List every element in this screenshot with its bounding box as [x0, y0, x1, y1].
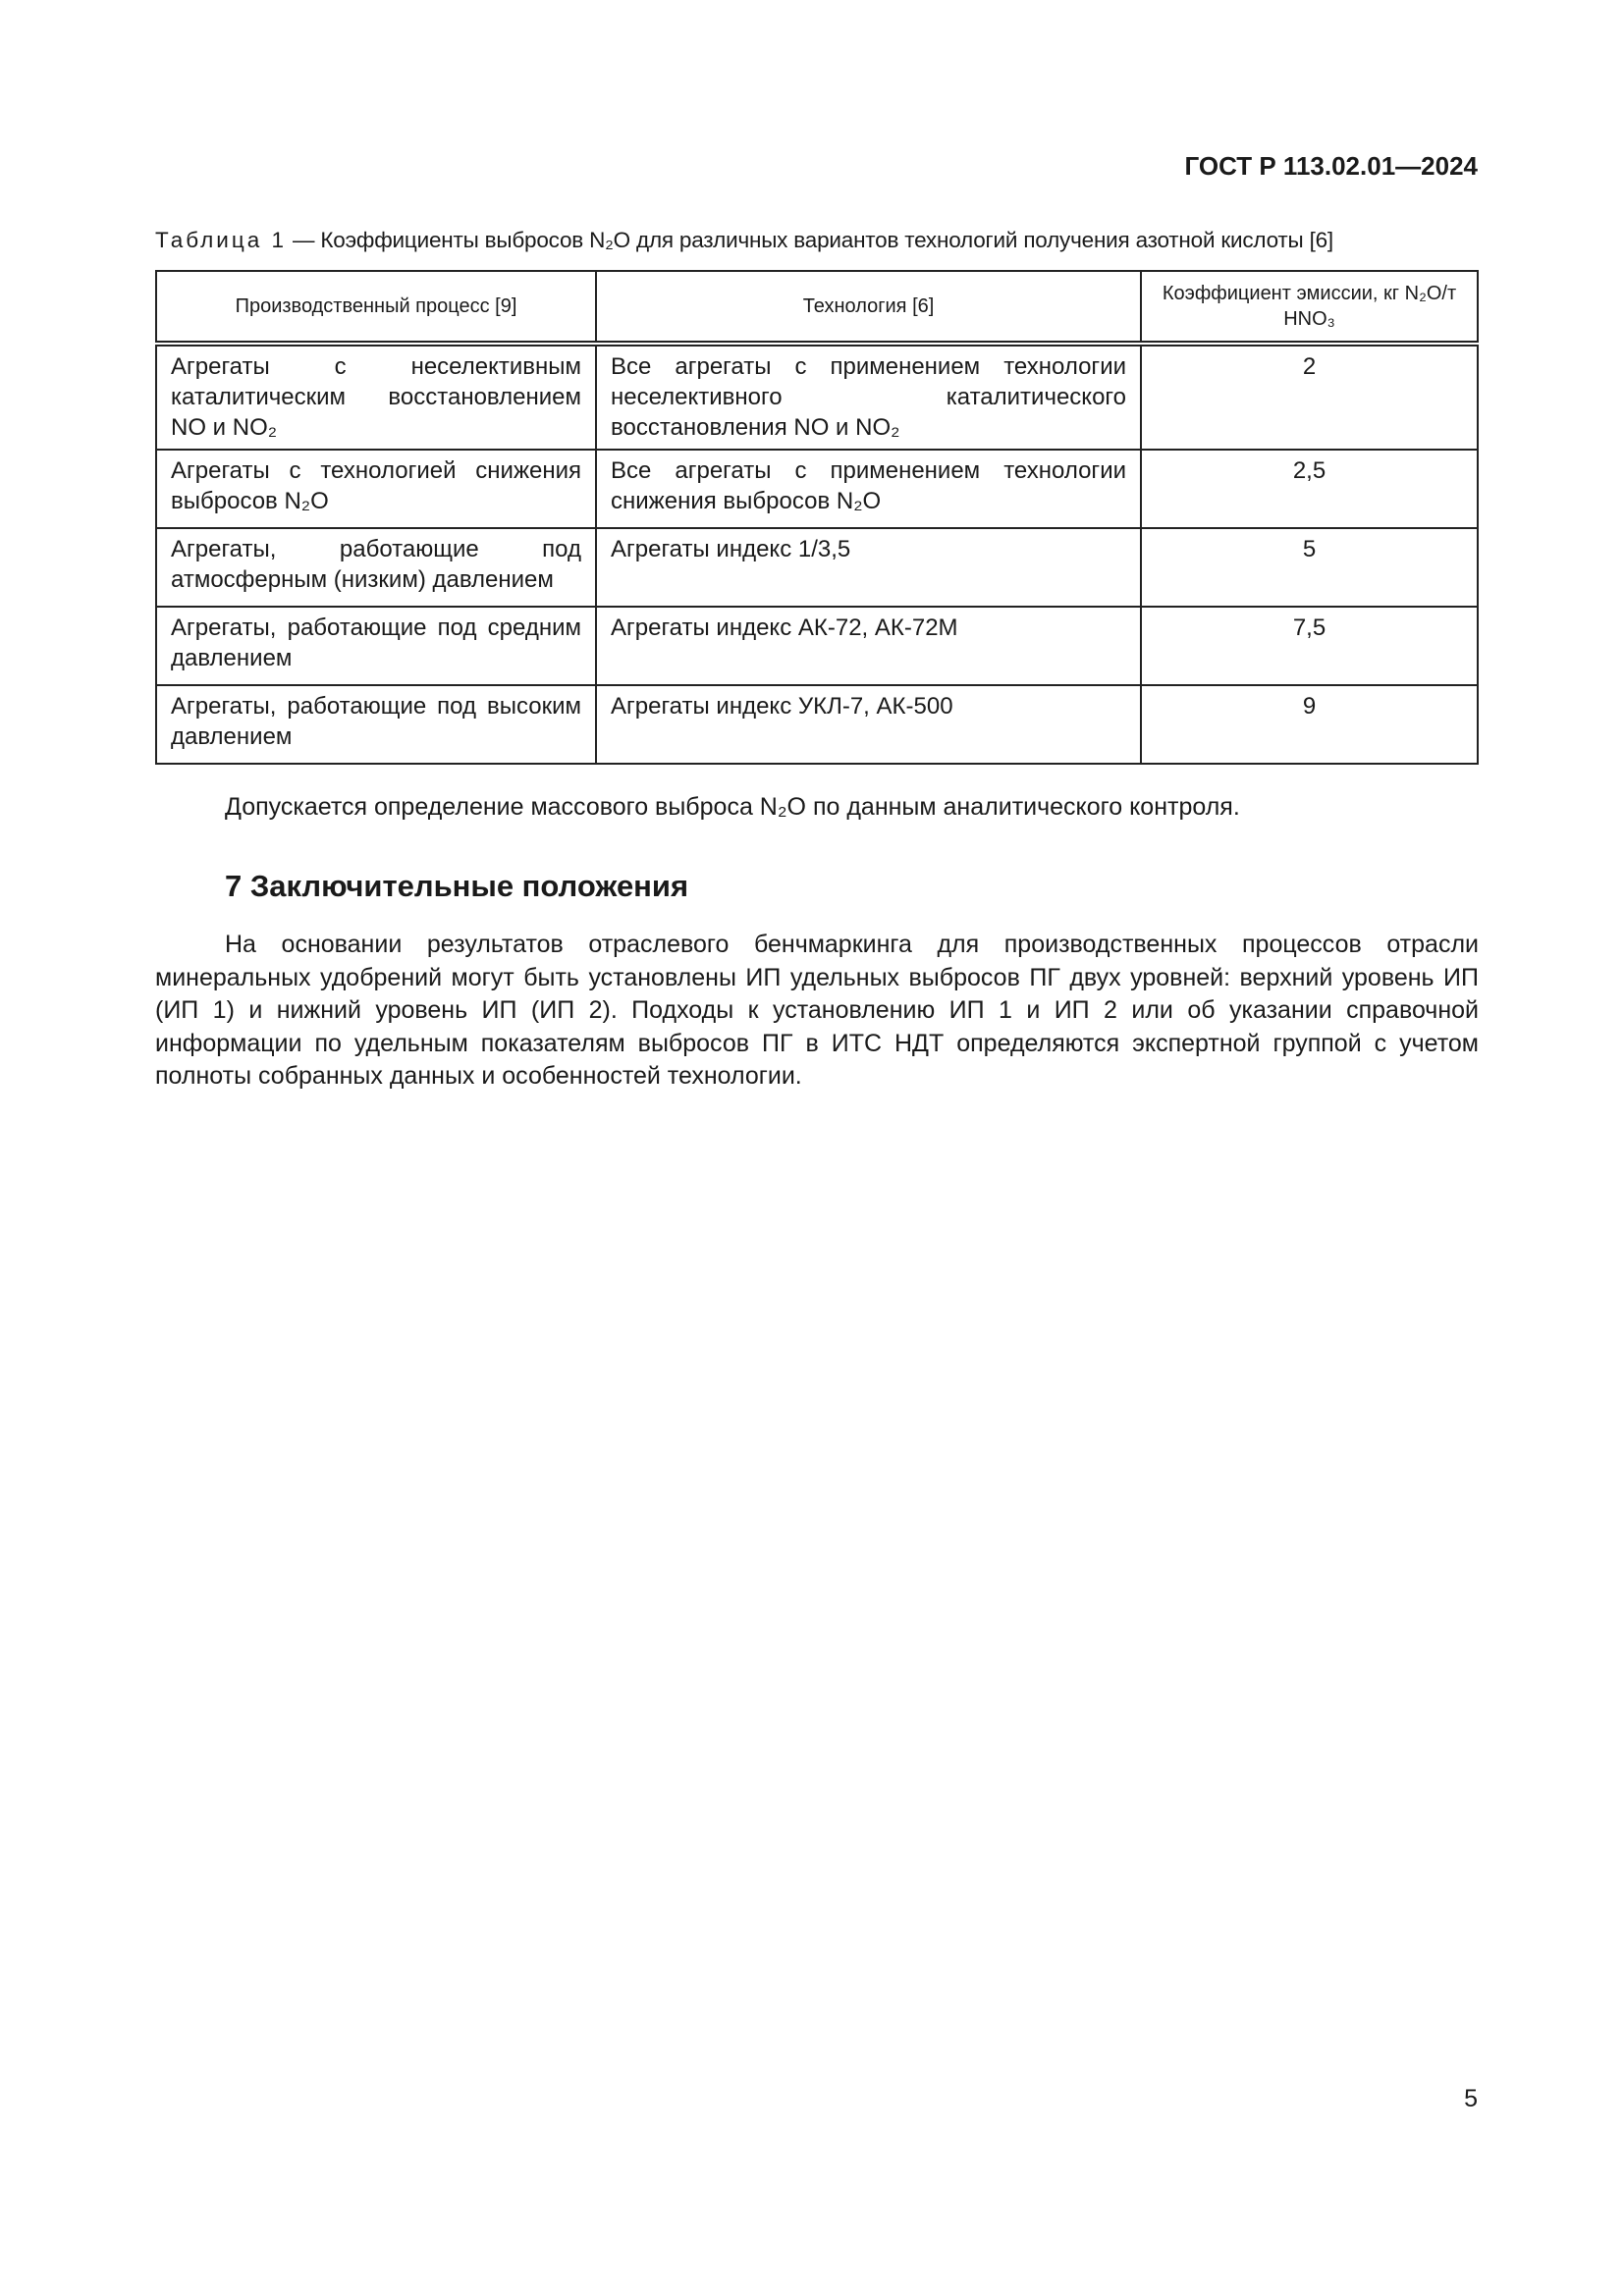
column-header-technology: Технология [6] — [595, 270, 1142, 345]
section-paragraph: На основании результатов отраслевого бен… — [155, 931, 1479, 1090]
cell-process: Агрегаты, работающие под атмосферным (ни… — [155, 527, 597, 608]
table-row: Агрегаты, работающие под средним давлени… — [155, 606, 1479, 686]
cell-technology: Агрегаты индекс 1/3,5 — [595, 527, 1142, 608]
table-row: Агрегаты с технологией снижения выбросов… — [155, 449, 1479, 529]
table-note: Допускается определение массового выброс… — [225, 793, 1240, 821]
page-number: 5 — [1464, 2085, 1478, 2112]
column-header-process: Производственный процесс [9] — [155, 270, 597, 345]
cell-process: Агрегаты с неселективным каталитическим … — [155, 343, 597, 451]
cell-coefficient: 2 — [1140, 343, 1479, 451]
cell-coefficient: 9 — [1140, 684, 1479, 765]
cell-technology: Все агрегаты с применением технологии не… — [595, 343, 1142, 451]
table-caption-text: — Коэффициенты выбросов N₂O для различны… — [287, 228, 1333, 252]
table-caption: Таблица 1 — Коэффициенты выбросов N₂O дл… — [155, 228, 1481, 253]
column-header-coefficient: Коэффициент эмиссии, кг N₂O/т HNO₃ — [1140, 270, 1479, 345]
cell-technology: Агрегаты индекс УКЛ-7, АК-500 — [595, 684, 1142, 765]
cell-technology: Агрегаты индекс АК-72, АК-72М — [595, 606, 1142, 686]
cell-technology: Все агрегаты с применением технологии сн… — [595, 449, 1142, 529]
table-header-row: Производственный процесс [9] Технология … — [155, 270, 1479, 345]
table-row: Агрегаты, работающие под атмосферным (ни… — [155, 527, 1479, 608]
cell-coefficient: 5 — [1140, 527, 1479, 608]
section-heading: 7 Заключительные положения — [225, 869, 689, 903]
table-caption-label: Таблица 1 — [155, 228, 287, 252]
cell-coefficient: 2,5 — [1140, 449, 1479, 529]
cell-process: Агрегаты, работающие под средним давлени… — [155, 606, 597, 686]
table-row: Агрегаты, работающие под высоким давлени… — [155, 684, 1479, 765]
table-row: Агрегаты с неселективным каталитическим … — [155, 343, 1479, 451]
document-id: ГОСТ Р 113.02.01—2024 — [1184, 151, 1479, 181]
cell-process: Агрегаты, работающие под высоким давлени… — [155, 684, 597, 765]
cell-coefficient: 7,5 — [1140, 606, 1479, 686]
cell-process: Агрегаты с технологией снижения выбросов… — [155, 449, 597, 529]
emission-factors-table: Производственный процесс [9] Технология … — [155, 270, 1479, 765]
